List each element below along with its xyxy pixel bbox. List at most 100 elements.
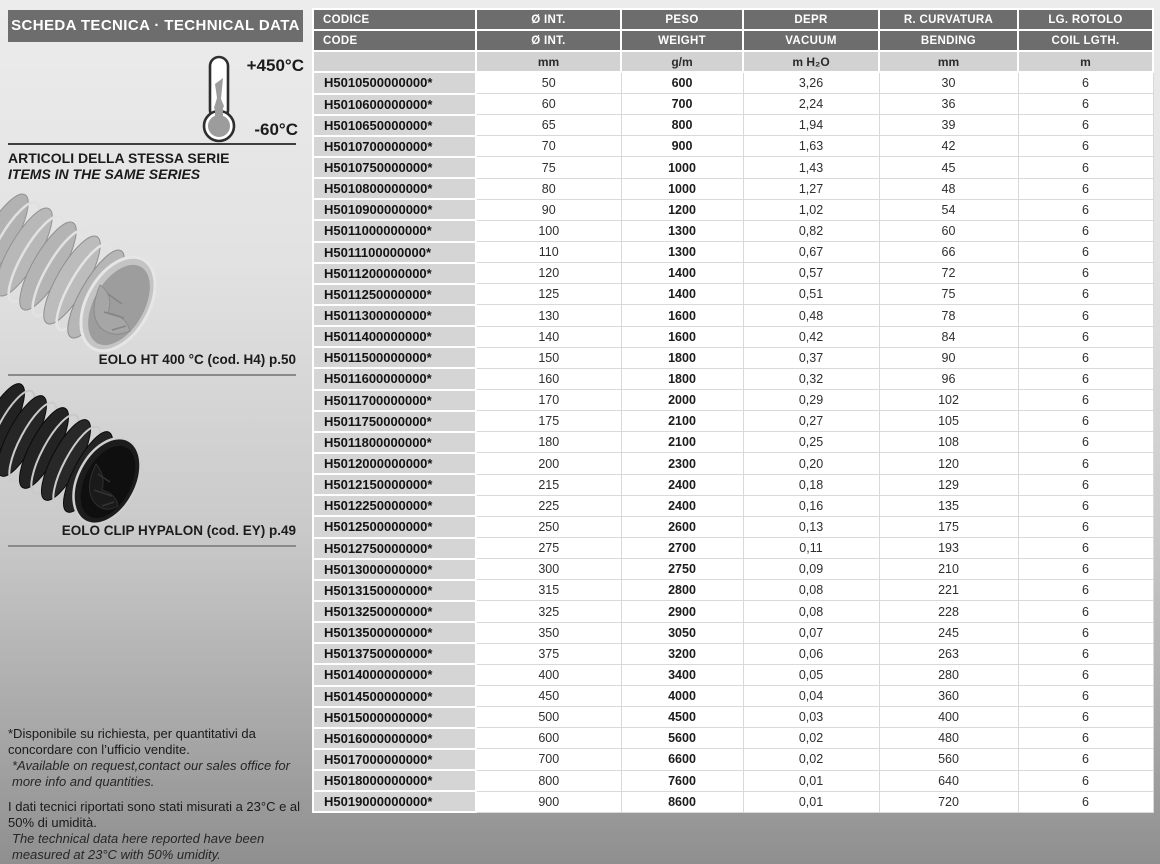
section-divider	[8, 143, 296, 145]
code-cell: H5011200000000*	[312, 261, 477, 285]
table-row: H5018000000000* 800 7600 0,01 640 6	[312, 769, 1154, 793]
unit-mm: mm	[475, 50, 622, 74]
weight-cell: 7600	[620, 769, 744, 792]
inner-diameter-cell: 70	[475, 135, 622, 158]
table-row: H5010500000000* 50 600 3,26 30 6	[312, 71, 1154, 95]
bending-radius-cell: 39	[878, 114, 1019, 137]
table-row: H5010900000000* 90 1200 1,02 54 6	[312, 198, 1154, 222]
vacuum-cell: 3,26	[742, 71, 880, 95]
inner-diameter-cell: 700	[475, 748, 622, 771]
inner-diameter-cell: 250	[475, 515, 622, 539]
coil-length-cell: 6	[1017, 600, 1154, 623]
bending-radius-cell: 90	[878, 346, 1019, 369]
bending-radius-cell: 280	[878, 663, 1019, 687]
weight-cell: 1800	[620, 367, 744, 391]
table-row: H5011000000000* 100 1300 0,82 60 6	[312, 219, 1154, 243]
table-row: H5010700000000* 70 900 1,63 42 6	[312, 134, 1154, 158]
inner-diameter-cell: 90	[475, 198, 622, 221]
bending-radius-cell: 175	[878, 515, 1019, 539]
weight-cell: 2300	[620, 452, 744, 475]
inner-diameter-cell: 215	[475, 473, 622, 496]
weight-cell: 2600	[620, 515, 744, 539]
weight-cell: 1800	[620, 346, 744, 369]
bending-radius-cell: 400	[878, 706, 1019, 729]
bending-radius-cell: 193	[878, 537, 1019, 560]
table-row: H5012150000000* 215 2400 0,18 129 6	[312, 473, 1154, 497]
weight-cell: 900	[620, 135, 744, 158]
code-cell: H5011000000000*	[312, 219, 477, 243]
vacuum-cell: 0,11	[742, 537, 880, 560]
bending-radius-cell: 36	[878, 93, 1019, 116]
column-header-bending: BENDING	[878, 29, 1019, 53]
weight-cell: 1300	[620, 219, 744, 243]
vacuum-cell: 0,08	[742, 600, 880, 623]
inner-diameter-cell: 170	[475, 389, 622, 412]
table-row: H5012750000000* 275 2700 0,11 193 6	[312, 536, 1154, 560]
weight-cell: 5600	[620, 727, 744, 750]
bending-radius-cell: 45	[878, 156, 1019, 179]
code-cell: H5011100000000*	[312, 240, 477, 264]
column-header-diameter: Ø INT.	[475, 29, 622, 53]
vacuum-cell: 0,08	[742, 579, 880, 602]
code-cell: H5014500000000*	[312, 684, 477, 708]
coil-length-cell: 6	[1017, 135, 1154, 158]
vacuum-cell: 0,29	[742, 389, 880, 412]
code-cell: H5012250000000*	[312, 494, 477, 518]
column-header-rotolo: LG. ROTOLO	[1017, 7, 1154, 32]
table-row: H5013150000000* 315 2800 0,08 221 6	[312, 578, 1154, 602]
unit-mm2: mm	[878, 50, 1019, 74]
code-cell: H5013000000000*	[312, 557, 477, 581]
table-row: H5010800000000* 80 1000 1,27 48 6	[312, 177, 1154, 201]
vacuum-cell: 0,67	[742, 241, 880, 264]
column-header-codice: CODICE	[312, 7, 477, 32]
code-cell: H5011400000000*	[312, 325, 477, 349]
vacuum-cell: 1,27	[742, 177, 880, 200]
footnotes: *Disponibile su richiesta, per quantitat…	[8, 726, 304, 863]
weight-cell: 1600	[620, 325, 744, 348]
inner-diameter-cell: 160	[475, 367, 622, 391]
code-cell: H5011250000000*	[312, 282, 477, 306]
weight-cell: 3400	[620, 663, 744, 687]
table-row: H5011200000000* 120 1400 0,57 72 6	[312, 261, 1154, 285]
footnote-availability-italian: *Disponibile su richiesta, per quantitat…	[8, 726, 256, 757]
code-cell: H5011300000000*	[312, 303, 477, 328]
inner-diameter-cell: 200	[475, 452, 622, 475]
code-cell: H5010800000000*	[312, 177, 477, 201]
bending-radius-cell: 105	[878, 410, 1019, 433]
code-cell: H5012500000000*	[312, 515, 477, 539]
weight-cell: 2400	[620, 494, 744, 517]
column-header-curvatura: R. CURVATURA	[878, 7, 1019, 32]
coil-length-cell: 6	[1017, 346, 1154, 369]
inner-diameter-cell: 350	[475, 621, 622, 644]
code-cell: H5013150000000*	[312, 578, 477, 602]
inner-diameter-cell: 140	[475, 325, 622, 348]
inner-diameter-cell: 65	[475, 114, 622, 137]
vacuum-cell: 0,20	[742, 452, 880, 475]
table-row: H5019000000000* 900 8600 0,01 720 6	[312, 790, 1154, 814]
page-title: SCHEDA TECNICA · TECHNICAL DATA	[8, 10, 303, 42]
header-row-english: CODE Ø INT. WEIGHT VACUUM BENDING COIL L…	[312, 29, 1154, 53]
bending-radius-cell: 228	[878, 600, 1019, 623]
bending-radius-cell: 84	[878, 325, 1019, 348]
table-row: H5013250000000* 325 2900 0,08 228 6	[312, 599, 1154, 624]
table-row: H5017000000000* 700 6600 0,02 560 6	[312, 747, 1154, 772]
weight-cell: 1200	[620, 198, 744, 221]
coil-length-cell: 6	[1017, 410, 1154, 433]
inner-diameter-cell: 120	[475, 262, 622, 285]
inner-diameter-cell: 500	[475, 706, 622, 729]
unit-m: m	[1017, 50, 1154, 74]
bending-radius-cell: 720	[878, 790, 1019, 813]
vacuum-cell: 0,02	[742, 748, 880, 771]
column-header-peso: PESO	[620, 7, 744, 32]
code-cell: H5010900000000*	[312, 198, 477, 222]
code-cell: H5012750000000*	[312, 536, 477, 560]
coil-length-cell: 6	[1017, 325, 1154, 348]
weight-cell: 4000	[620, 684, 744, 708]
vacuum-cell: 0,48	[742, 304, 880, 327]
bending-radius-cell: 42	[878, 135, 1019, 158]
unit-gm: g/m	[620, 50, 744, 74]
weight-cell: 3200	[620, 642, 744, 665]
table-row: H5011400000000* 140 1600 0,42 84 6	[312, 325, 1154, 349]
weight-cell: 1300	[620, 241, 744, 264]
